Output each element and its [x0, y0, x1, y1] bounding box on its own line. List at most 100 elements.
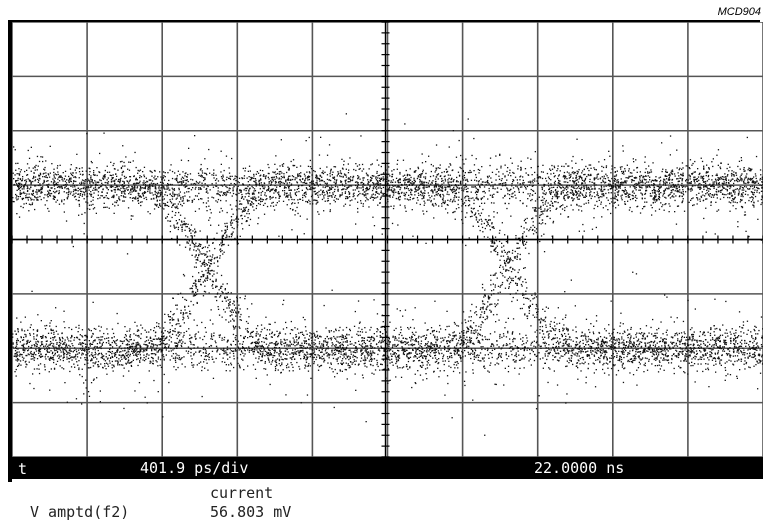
trace-point [473, 214, 476, 216]
trace-point [609, 180, 611, 183]
trace-point [148, 331, 150, 333]
trace-point [88, 173, 90, 176]
trace-point [225, 193, 228, 195]
trace-point [275, 173, 277, 175]
trace-point [681, 178, 683, 181]
trace-point [736, 349, 739, 352]
trace-point [370, 364, 372, 366]
trace-point [388, 339, 390, 342]
trace-point [387, 356, 389, 358]
trace-point [310, 195, 313, 198]
trace-point [241, 203, 243, 205]
trace-point [78, 343, 80, 345]
trace-point [682, 194, 685, 196]
trace-point [98, 339, 100, 341]
trace-point [210, 333, 213, 335]
trace-point [750, 177, 752, 180]
trace-point [239, 200, 241, 202]
trace-point [604, 341, 607, 343]
trace-point [694, 339, 696, 341]
trace-point [497, 292, 499, 294]
trace-point [205, 352, 207, 354]
trace-point [273, 352, 276, 354]
trace-point [738, 189, 740, 191]
trace-point [576, 355, 578, 357]
trace-point [472, 349, 474, 352]
trace-point [536, 177, 539, 179]
trace-point [464, 184, 466, 187]
trace-point [463, 188, 465, 190]
trace-point [334, 337, 336, 339]
trace-point [154, 354, 157, 356]
trace-point [199, 260, 201, 263]
trace-point [621, 166, 623, 168]
trace-point [587, 202, 590, 204]
trace-point [319, 335, 321, 337]
trace-point [312, 346, 314, 348]
trace-point [754, 358, 757, 360]
trace-point [283, 345, 286, 347]
trace-point [615, 187, 617, 189]
trace-point [402, 350, 404, 352]
trace-point [84, 343, 87, 345]
trace-point [133, 182, 135, 185]
trace-point [719, 340, 721, 343]
trace-point [442, 201, 444, 203]
trace-point [272, 171, 274, 173]
trace-point [125, 358, 127, 360]
trace-point [678, 365, 680, 367]
trace-point [39, 189, 42, 191]
trace-point [550, 179, 552, 181]
trace-point [760, 198, 763, 201]
trace-point [376, 190, 378, 193]
trace-point [65, 344, 68, 346]
trace-point [628, 341, 630, 343]
trace-point [761, 202, 763, 204]
trace-point [426, 343, 429, 345]
trace-point [539, 176, 541, 178]
trace-point [247, 327, 249, 330]
trace-point [695, 353, 698, 355]
trace-point [548, 178, 550, 180]
trace-point [84, 363, 86, 366]
trace-point [742, 195, 744, 198]
trace-point [233, 320, 235, 322]
trace-point [741, 343, 743, 345]
trace-point [53, 168, 55, 170]
trace-point [609, 357, 611, 359]
trace-point [91, 359, 93, 361]
trace-point [570, 189, 572, 191]
trace-point [564, 339, 566, 341]
trace-point [741, 327, 743, 329]
trace-point [397, 180, 400, 182]
trace-point [479, 229, 481, 232]
trace-point [305, 365, 307, 367]
trace-point [106, 373, 108, 375]
trace-point [554, 201, 556, 203]
trace-point [519, 277, 521, 279]
trace-point [209, 270, 211, 272]
trace-point [549, 323, 551, 325]
trace-point [483, 303, 486, 305]
trace-point [615, 374, 618, 376]
trace-point [596, 174, 598, 176]
trace-point [265, 198, 267, 201]
trace-point [702, 332, 704, 334]
trace-point [617, 181, 620, 183]
trace-point [357, 178, 359, 180]
trace-point [398, 185, 400, 187]
trace-point [744, 357, 746, 359]
trace-point [34, 345, 36, 347]
trace-point [522, 243, 524, 245]
trace-point [345, 179, 347, 181]
trace-point [207, 267, 209, 270]
trace-point [126, 351, 128, 354]
trace-point [48, 174, 50, 176]
trace-point [534, 207, 536, 209]
trace-point [500, 355, 502, 357]
trace-point [565, 342, 567, 344]
trace-point [386, 182, 388, 185]
trace-point [47, 207, 49, 210]
trace-point [676, 356, 678, 358]
trace-point [552, 220, 555, 223]
